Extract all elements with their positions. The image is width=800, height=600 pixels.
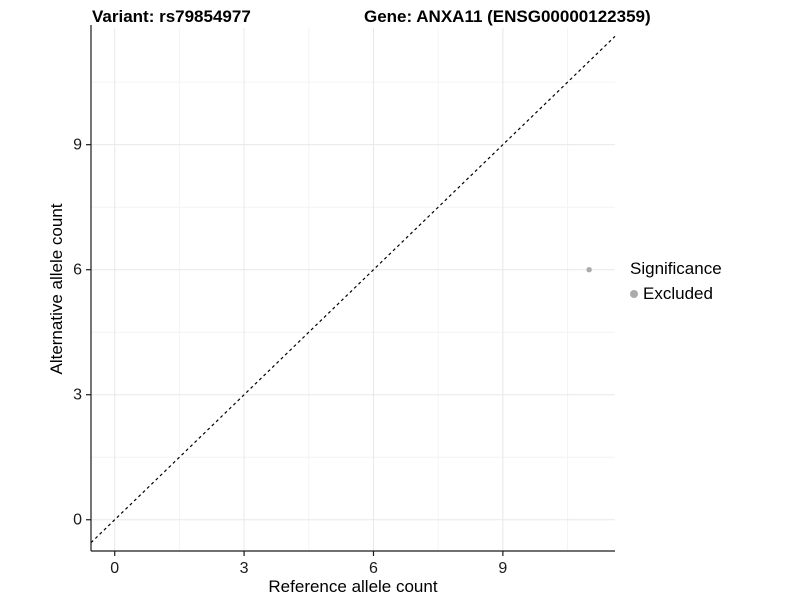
x-axis-label: Reference allele count bbox=[268, 577, 438, 596]
x-tick-label: 3 bbox=[240, 560, 249, 577]
y-tick-label: 3 bbox=[73, 387, 82, 404]
plot-title-variant: Variant: rs79854977 bbox=[92, 7, 251, 26]
y-tick-label: 9 bbox=[73, 137, 82, 154]
legend-item-label: Excluded bbox=[643, 284, 713, 303]
legend: Significance Excluded bbox=[630, 259, 722, 304]
x-tick-label: 9 bbox=[498, 560, 507, 577]
legend-title: Significance bbox=[630, 259, 722, 278]
legend-item-excluded: Excluded bbox=[630, 284, 722, 304]
y-tick-label: 6 bbox=[73, 262, 82, 279]
identity-line bbox=[90, 35, 616, 544]
plot-title-gene: Gene: ANXA11 (ENSG00000122359) bbox=[364, 7, 651, 26]
legend-point-icon bbox=[630, 290, 638, 298]
y-axis-label: Alternative allele count bbox=[47, 203, 66, 375]
x-tick-label: 6 bbox=[369, 560, 378, 577]
y-tick-label: 0 bbox=[73, 512, 82, 529]
x-tick-label: 0 bbox=[110, 560, 119, 577]
data-point bbox=[586, 267, 592, 273]
